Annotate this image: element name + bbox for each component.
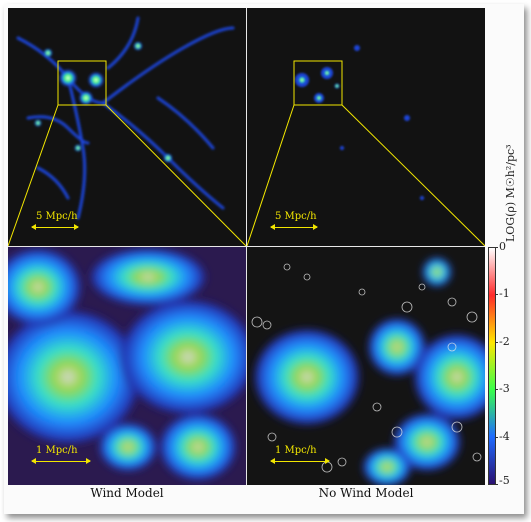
colorbar-tick-mark bbox=[495, 437, 498, 438]
scale-label-nowind-zoom: 1 Mpc/h bbox=[275, 445, 317, 456]
colorbar-tick-label: 0 bbox=[499, 240, 506, 253]
density-map-nowind-zoom bbox=[247, 247, 485, 485]
panel-nowind-zoom: 1 Mpc/h bbox=[247, 247, 485, 485]
colorbar-tick-mark bbox=[495, 389, 498, 390]
colorbar-tick-mark bbox=[495, 294, 498, 295]
scale-label-wind-zoom: 1 Mpc/h bbox=[36, 445, 78, 456]
colorbar bbox=[488, 247, 496, 485]
colorbar-tick-mark bbox=[495, 342, 498, 343]
colorbar-tick-label: -2 bbox=[499, 335, 510, 348]
colorbar-tick-mark bbox=[495, 247, 498, 248]
panel-wind-large-scale: 5 Mpc/h bbox=[8, 8, 246, 246]
caption-wind-model: Wind Model bbox=[90, 486, 164, 500]
density-map-wind-large bbox=[8, 8, 246, 246]
figure-frame: 5 Mpc/h bbox=[4, 4, 524, 514]
colorbar-tick-label: -3 bbox=[499, 382, 510, 395]
colorbar-tick-mark bbox=[495, 484, 498, 485]
scale-bar-nowind-zoom bbox=[270, 458, 330, 464]
caption-no-wind-model: No Wind Model bbox=[318, 486, 414, 500]
scale-label-nowind-large: 5 Mpc/h bbox=[275, 211, 317, 222]
scale-label-wind-large: 5 Mpc/h bbox=[36, 211, 78, 222]
scale-bar-wind-large bbox=[31, 224, 79, 230]
scale-bar-nowind-large bbox=[270, 224, 318, 230]
colorbar-tick-label: -1 bbox=[499, 287, 510, 300]
panel-divider-horizontal bbox=[8, 246, 485, 247]
colorbar-tick-label: -4 bbox=[499, 430, 510, 443]
density-map-nowind-large bbox=[247, 8, 485, 246]
scale-bar-wind-zoom bbox=[31, 458, 91, 464]
panel-wind-zoom: 1 Mpc/h bbox=[8, 247, 246, 485]
density-map-wind-zoom bbox=[8, 247, 246, 485]
panel-nowind-large-scale: 5 Mpc/h bbox=[247, 8, 485, 246]
colorbar-tick-label: -5 bbox=[499, 474, 510, 487]
colorbar-label: LOG(ρ) M☉h²/pc³ bbox=[504, 144, 517, 242]
